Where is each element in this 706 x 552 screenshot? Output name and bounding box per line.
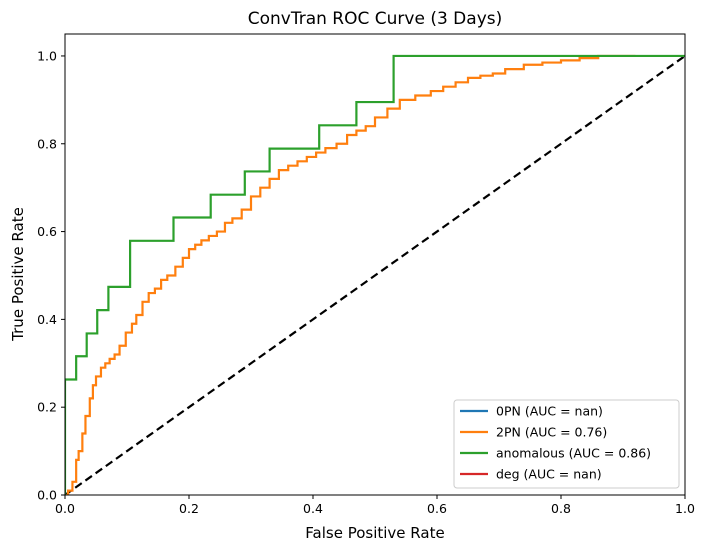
x-tick-label: 0.2 — [179, 501, 199, 516]
legend-label: 2PN (AUC = 0.76) — [496, 425, 607, 440]
x-tick-label: 0.4 — [303, 501, 323, 516]
x-axis-label: False Positive Rate — [305, 524, 444, 542]
y-tick-label: 0.8 — [37, 136, 57, 151]
legend-label: deg (AUC = nan) — [496, 467, 602, 482]
series-line-anomalous — [65, 54, 685, 495]
y-tick-label: 0.2 — [37, 400, 57, 415]
chart-title: ConvTran ROC Curve (3 Days) — [248, 9, 503, 29]
series-line-2pn — [65, 54, 636, 495]
y-tick-label: 0.4 — [37, 312, 57, 327]
plot-area: 0.0 0.2 0.4 0.6 0.8 1.0 0.0 0.2 0.4 0.6 0.8 1.0 — [37, 33, 695, 516]
x-tick-label: 0.0 — [55, 501, 75, 516]
x-tick-label: 1.0 — [675, 501, 695, 516]
x-tick-label: 0.8 — [551, 501, 571, 516]
y-axis-label: True Positive Rate — [9, 207, 27, 342]
legend: 0PN (AUC = nan) 2PN (AUC = 0.76) anomalous… — [453, 399, 680, 489]
legend-box — [453, 399, 680, 489]
chance-diagonal-line — [65, 55, 685, 495]
y-tick-label: 1.0 — [37, 48, 57, 63]
plot-frame — [64, 33, 686, 496]
legend-label: anomalous (AUC = 0.86) — [496, 446, 651, 461]
legend-label: 0PN (AUC = nan) — [496, 404, 603, 419]
x-tick-label: 0.6 — [427, 501, 447, 516]
y-tick-label: 0.6 — [37, 224, 57, 239]
y-tick-label: 0.0 — [37, 488, 57, 503]
